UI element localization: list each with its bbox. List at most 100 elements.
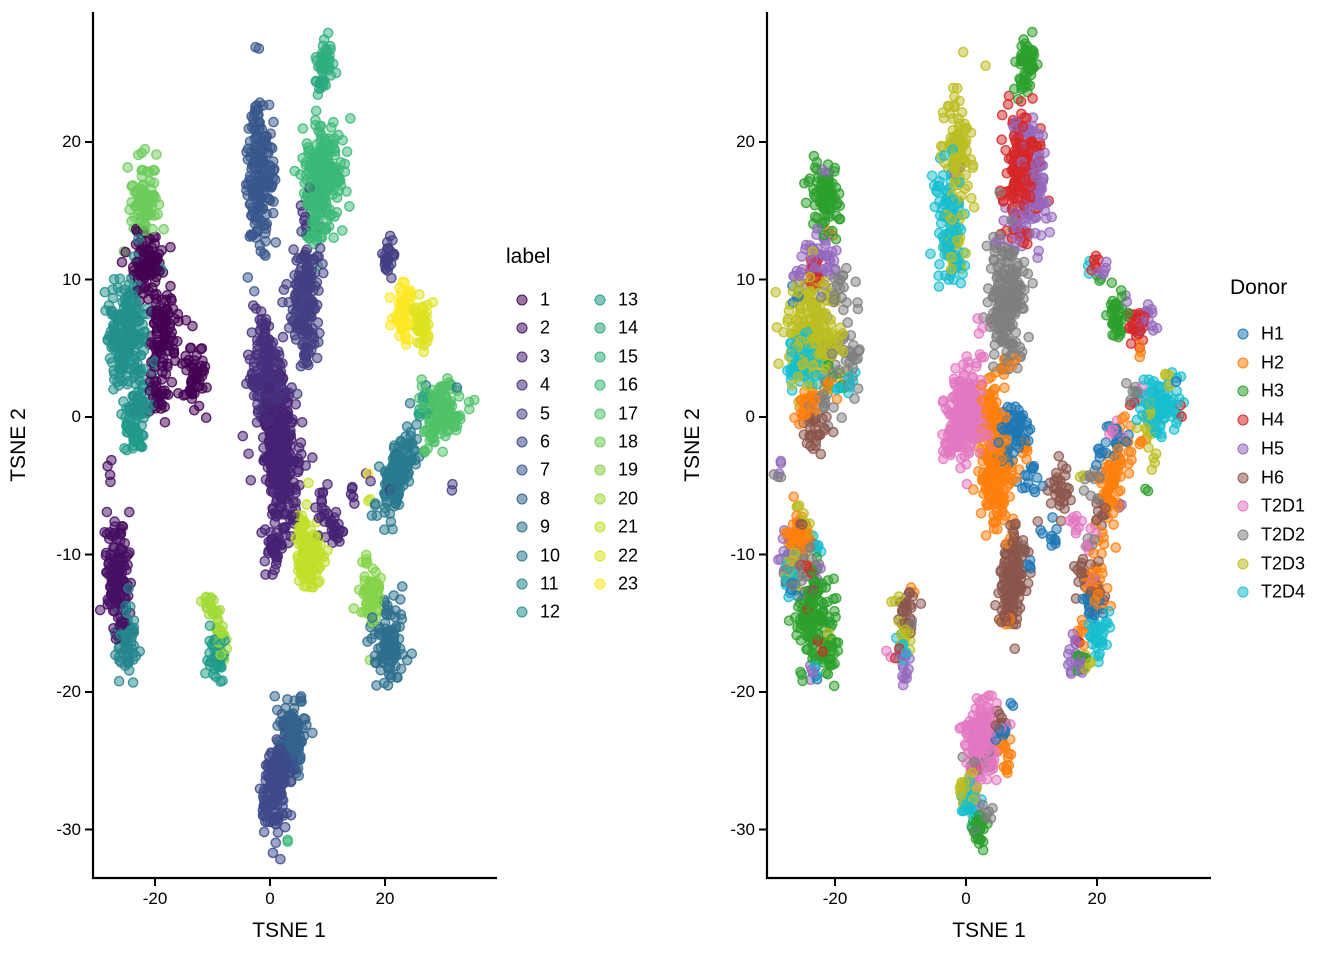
data-point: [284, 449, 296, 460]
data-point: [375, 642, 387, 653]
data-point: [133, 209, 144, 221]
data-point: [301, 287, 313, 299]
data-point: [1027, 277, 1038, 289]
data-point: [113, 565, 125, 577]
data-point: [280, 750, 292, 762]
data-point: [113, 341, 124, 353]
data-point: [248, 372, 259, 384]
data-point: [403, 289, 415, 300]
data-point: [332, 533, 344, 544]
data-point: [139, 272, 151, 283]
data-point: [307, 148, 319, 160]
data-point: [120, 246, 131, 258]
data-point: [201, 382, 212, 393]
data-point: [134, 375, 146, 387]
data-point: [212, 614, 223, 625]
data-point: [388, 442, 400, 454]
data-point: [980, 530, 992, 541]
data-point: [305, 310, 317, 322]
data-point: [451, 382, 463, 393]
data-point: [267, 847, 279, 859]
data-point: [306, 182, 317, 194]
data-point: [417, 402, 429, 413]
data-point: [263, 436, 275, 448]
data-point: [356, 606, 368, 618]
data-point: [282, 834, 293, 846]
data-point: [209, 634, 220, 645]
data-point: [119, 538, 130, 549]
data-point: [276, 543, 288, 554]
data-point: [242, 143, 254, 155]
data-point: [272, 434, 284, 446]
data-point: [151, 252, 163, 263]
data-point: [282, 719, 294, 730]
data-point: [108, 273, 120, 285]
data-point: [925, 248, 936, 260]
data-point: [165, 241, 176, 253]
data-point: [157, 366, 168, 378]
data-point: [112, 282, 124, 294]
data-point: [339, 166, 351, 177]
data-point: [379, 502, 391, 514]
data-point: [288, 244, 299, 255]
data-point: [113, 675, 125, 687]
data-point: [104, 527, 116, 538]
data-point: [386, 485, 398, 496]
data-point: [389, 652, 400, 663]
data-point: [148, 177, 160, 189]
data-point: [265, 141, 276, 153]
data-point: [389, 611, 401, 623]
data-point: [102, 460, 113, 472]
data-point: [310, 75, 322, 87]
data-point: [980, 60, 991, 71]
data-point: [1044, 226, 1056, 238]
data-point: [256, 123, 268, 135]
data-point: [381, 626, 393, 638]
data-point: [277, 490, 288, 501]
data-point: [1032, 516, 1044, 527]
data-point: [154, 265, 165, 277]
data-point: [415, 324, 427, 336]
data-point: [991, 774, 1002, 786]
data-point: [116, 256, 128, 268]
left-panel-points: [94, 27, 480, 865]
data-point: [449, 411, 460, 422]
data-point: [295, 295, 307, 307]
data-point: [252, 226, 263, 238]
data-point: [989, 349, 1000, 360]
data-point: [242, 189, 253, 201]
data-point: [442, 400, 454, 412]
data-point: [251, 335, 263, 346]
data-point: [101, 506, 113, 518]
data-point: [215, 676, 226, 687]
data-point: [145, 368, 157, 380]
data-point: [291, 255, 302, 266]
data-point: [387, 234, 398, 246]
data-point: [371, 578, 383, 590]
data-point: [250, 181, 261, 192]
data-point: [307, 452, 318, 463]
data-point: [146, 282, 158, 294]
data-point: [256, 192, 268, 204]
data-point: [370, 566, 382, 578]
data-point: [268, 796, 279, 808]
data-point: [133, 233, 144, 245]
data-point: [253, 43, 265, 54]
data-point: [270, 837, 282, 849]
data-point: [256, 173, 268, 184]
data-point: [291, 457, 303, 469]
data-point: [369, 500, 381, 511]
data-point: [260, 250, 271, 261]
data-point: [349, 498, 360, 509]
data-point: [216, 662, 227, 673]
data-point: [254, 324, 266, 336]
data-point: [138, 179, 150, 191]
data-point: [187, 320, 198, 332]
data-point: [260, 313, 272, 325]
data-point: [121, 346, 133, 358]
data-point: [243, 123, 255, 134]
data-point: [295, 693, 306, 704]
data-point: [394, 282, 406, 294]
data-point: [251, 203, 262, 214]
data-point: [1121, 377, 1132, 389]
